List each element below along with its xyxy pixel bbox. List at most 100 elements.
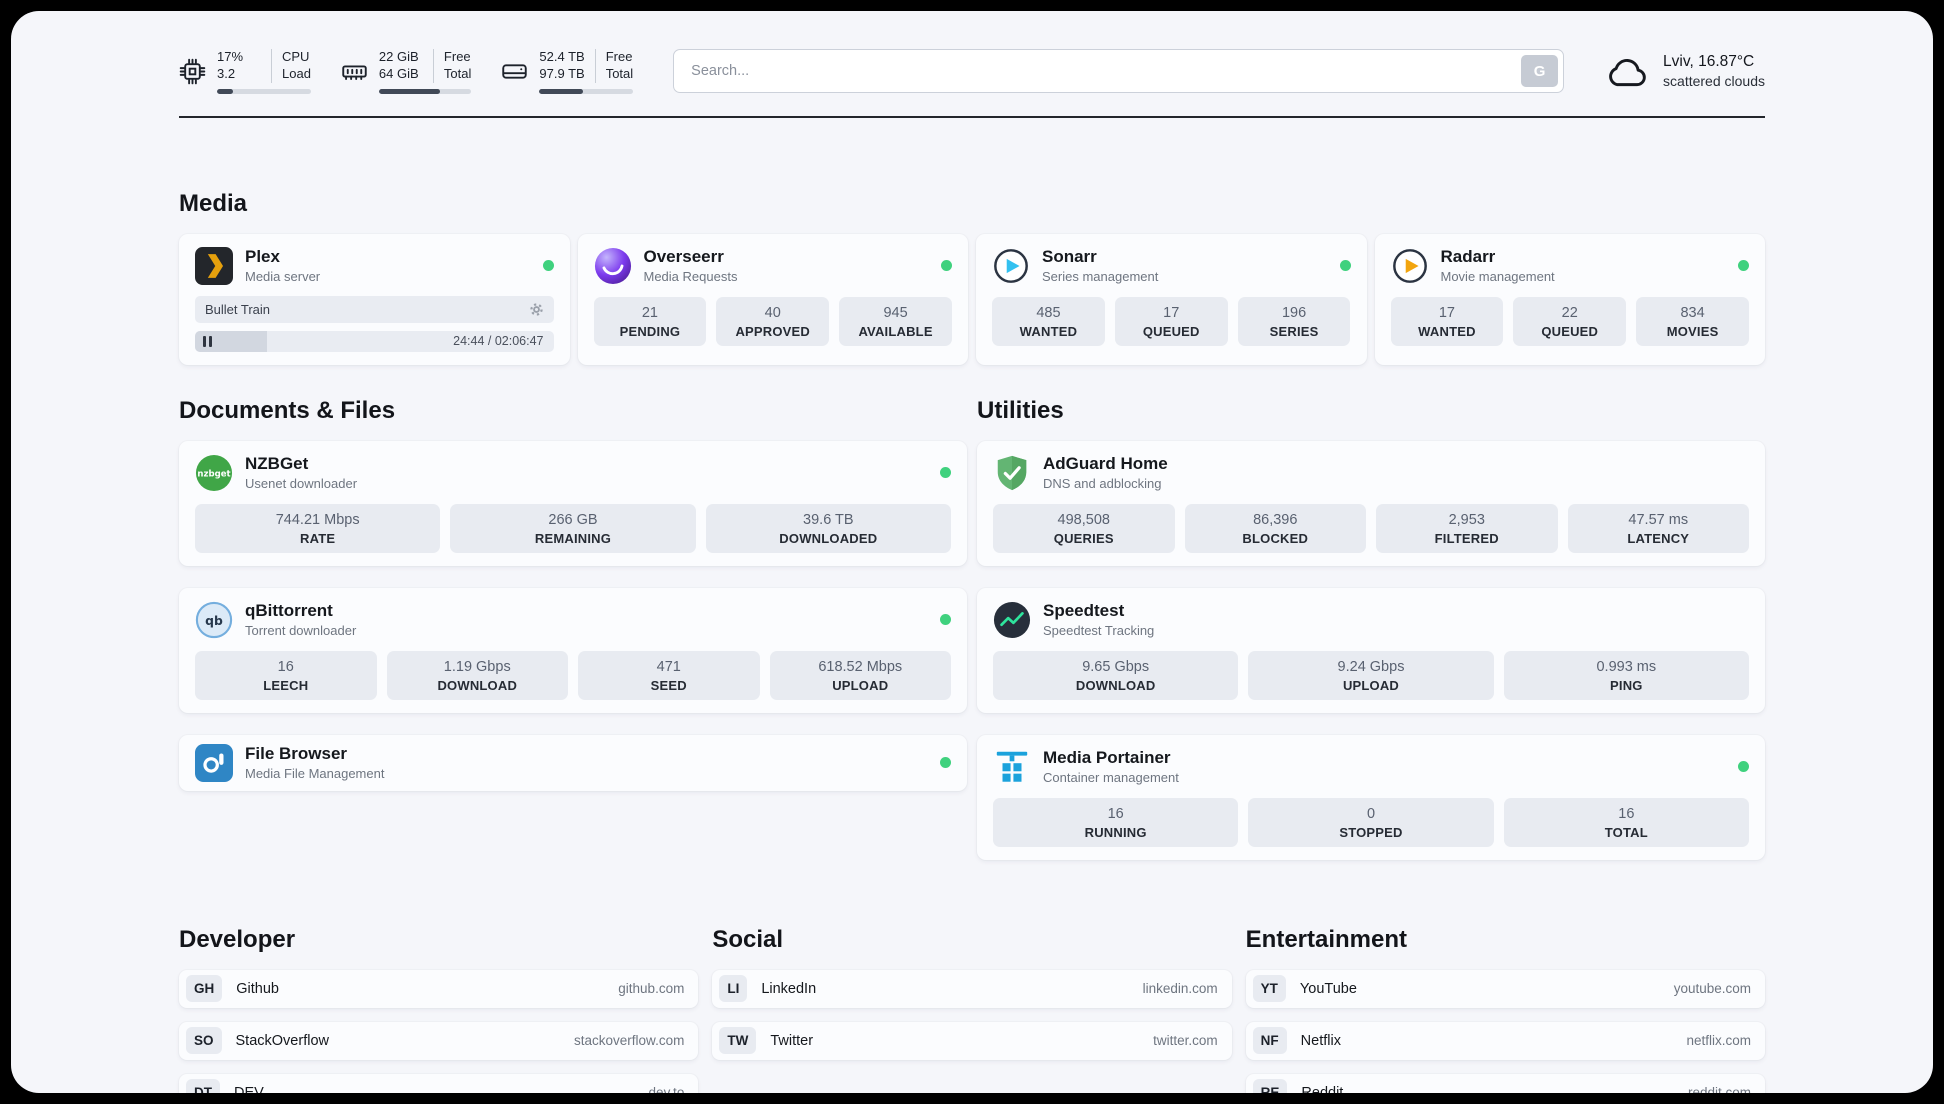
bookmark-name: YouTube <box>1299 980 1357 997</box>
memory-progress-bar <box>378 88 472 94</box>
disk-free-label: Free <box>605 49 633 64</box>
topbar-divider <box>179 115 1765 118</box>
media-section-title: Media <box>179 189 248 217</box>
cloud-icon <box>1604 51 1650 91</box>
app-desc: Media Requests <box>643 269 738 285</box>
memory-total-label: Total <box>443 65 472 81</box>
media-section: Media Plex Media server <box>179 190 1765 365</box>
bookmark-domain: netflix.com <box>1686 1033 1751 1049</box>
bookmark-stackoverflow[interactable]: SO StackOverflow stackoverflow.com <box>179 1021 699 1060</box>
bookmark-name: LinkedIn <box>761 980 817 997</box>
svg-text:qb: qb <box>205 614 223 628</box>
adguard-card[interactable]: AdGuard Home DNS and adblocking 498,508 … <box>977 440 1765 566</box>
memory-free-label: Free <box>443 49 471 64</box>
bookmark-domain: dev.to <box>648 1085 685 1093</box>
bookmark-name: DEV <box>234 1084 264 1093</box>
bookmark-linkedin[interactable]: LI LinkedIn linkedin.com <box>712 969 1232 1008</box>
bookmark-abbr: GH <box>186 975 223 1003</box>
dashboard-page: 17% 3.2 CPU Load <box>11 11 1933 1093</box>
app-desc: Torrent downloader <box>245 623 357 639</box>
social-section-title: Social <box>712 925 784 953</box>
bookmark-github[interactable]: GH Github github.com <box>179 969 699 1008</box>
search-engine-button[interactable]: G <box>1521 55 1559 88</box>
developer-section-title: Developer <box>179 925 296 953</box>
bookmark-name: StackOverflow <box>235 1032 329 1049</box>
app-name: Sonarr <box>1042 247 1097 267</box>
playback-progress-bar[interactable]: 24:44 / 02:06:47 <box>195 330 554 352</box>
sonarr-card[interactable]: Sonarr Series management 485 WANTED 17 Q… <box>976 233 1367 365</box>
pause-icon[interactable] <box>203 335 212 347</box>
bookmark-abbr: SO <box>186 1027 222 1055</box>
stat-remaining: 266 GB REMAINING <box>450 503 696 553</box>
disk-widget: 52.4 TB 97.9 TB Free Total <box>501 49 634 94</box>
stat-wanted: 17 WANTED <box>1390 296 1504 346</box>
app-name: Plex <box>245 247 280 267</box>
bookmark-domain: reddit.com <box>1687 1085 1751 1093</box>
overseerr-card[interactable]: Overseerr Media Requests 21 PENDING 40 A… <box>577 233 968 365</box>
documents-section-title: Documents & Files <box>179 396 396 424</box>
disk-free-value: 52.4 TB <box>539 49 585 64</box>
now-playing-title: Bullet Train <box>205 301 271 317</box>
app-name: Radarr <box>1440 247 1496 267</box>
stat-upload: 618.52 Mbps UPLOAD <box>769 650 951 700</box>
status-dot <box>1339 260 1351 272</box>
entertainment-section-title: Entertainment <box>1245 925 1408 953</box>
playback-time: 24:44 / 02:06:47 <box>453 334 544 349</box>
bookmark-abbr: NF <box>1252 1027 1287 1055</box>
memory-widget: 22 GiB 64 GiB Free Total <box>341 49 472 94</box>
app-name: AdGuard Home <box>1043 454 1168 474</box>
stat-series: 196 SERIES <box>1237 296 1351 346</box>
app-name: Overseerr <box>643 247 724 267</box>
utilities-section-title: Utilities <box>977 396 1064 424</box>
bookmark-domain: twitter.com <box>1153 1033 1218 1049</box>
search-input[interactable] <box>673 49 1565 94</box>
bookmark-abbr: TW <box>719 1027 757 1055</box>
stat-downloaded: 39.6 TB DOWNLOADED <box>705 503 951 553</box>
stat-available: 945 AVAILABLE <box>839 296 952 346</box>
gear-icon[interactable] <box>529 302 544 317</box>
plex-card[interactable]: Plex Media server Bullet Train <box>179 233 570 365</box>
now-playing-bar[interactable]: Bullet Train <box>195 295 554 323</box>
status-dot <box>940 467 951 479</box>
status-dot <box>941 260 952 272</box>
hdd-icon <box>501 58 528 85</box>
speedtest-card[interactable]: Speedtest Speedtest Tracking 9.65 Gbps D… <box>977 587 1765 713</box>
app-desc: Usenet downloader <box>245 476 358 492</box>
radarr-card[interactable]: Radarr Movie management 17 WANTED 22 QUE… <box>1374 233 1765 365</box>
bookmark-reddit[interactable]: RE Reddit reddit.com <box>1245 1073 1765 1093</box>
weather-widget: Lviv, 16.87°C scattered clouds <box>1604 51 1765 91</box>
filebrowser-icon <box>195 743 233 782</box>
cpu-usage-value: 17% <box>217 49 244 64</box>
stat-leech: 16 LEECH <box>195 650 377 700</box>
app-name: Media Portainer <box>1043 748 1171 768</box>
stat-total: 16 TOTAL <box>1503 797 1749 847</box>
bookmark-domain: github.com <box>618 981 685 997</box>
disk-progress-bar <box>539 88 634 94</box>
stat-download: 1.19 Gbps DOWNLOAD <box>386 650 568 700</box>
cpu-progress-bar <box>217 88 311 94</box>
status-dot <box>542 260 554 272</box>
ram-icon <box>341 58 368 85</box>
stat-wanted: 485 WANTED <box>992 296 1105 346</box>
portainer-card[interactable]: Media Portainer Container management 16 … <box>977 734 1765 860</box>
bookmark-name: Github <box>236 980 279 997</box>
bookmark-abbr: RE <box>1252 1079 1288 1093</box>
topbar: 17% 3.2 CPU Load <box>11 11 1933 94</box>
bookmark-name: Reddit <box>1301 1084 1344 1093</box>
speedtest-icon <box>993 601 1031 639</box>
cpu-chip-icon <box>179 58 206 85</box>
stat-blocked: 86,396 BLOCKED <box>1184 503 1366 553</box>
stat-ping: 0.993 ms PING <box>1503 650 1749 700</box>
entertainment-section: Entertainment YT YouTube youtube.com NF … <box>1245 925 1765 1093</box>
portainer-crane-icon <box>993 748 1031 786</box>
qbittorrent-card[interactable]: qb qBittorrent Torrent downloader 16 <box>179 587 967 713</box>
bookmark-netflix[interactable]: NF Netflix netflix.com <box>1245 1021 1765 1060</box>
app-desc: DNS and adblocking <box>1043 476 1162 492</box>
bookmark-dev[interactable]: DT DEV dev.to <box>179 1073 699 1093</box>
stat-rate: 744.21 Mbps RATE <box>195 503 441 553</box>
nzbget-card[interactable]: nzbget NZBGet Usenet downloader 744.21 M… <box>179 440 967 566</box>
filebrowser-card[interactable]: File Browser Media File Management <box>179 734 967 791</box>
bookmark-twitter[interactable]: TW Twitter twitter.com <box>712 1021 1232 1060</box>
bookmark-youtube[interactable]: YT YouTube youtube.com <box>1245 969 1765 1008</box>
stat-queued: 22 QUEUED <box>1513 296 1627 346</box>
